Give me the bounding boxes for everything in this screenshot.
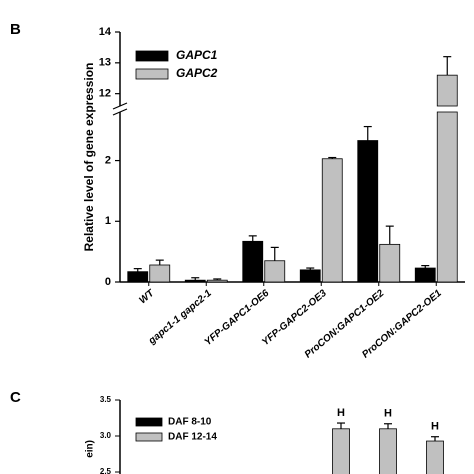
y-axis-label: Relative level of gene expression xyxy=(82,63,96,252)
bar-label: H xyxy=(384,408,392,420)
bar-base xyxy=(436,111,458,283)
bar xyxy=(379,243,401,283)
legend-swatch xyxy=(135,432,163,442)
bar xyxy=(149,264,171,283)
y-tick-label: 3.0 xyxy=(100,431,112,440)
legend-swatch xyxy=(135,68,169,80)
axis-break-gap xyxy=(114,106,126,112)
bar xyxy=(332,428,350,474)
y-tick-label: 0 xyxy=(105,276,111,288)
y-tick-label: 13 xyxy=(99,57,111,69)
y-tick-label: 14 xyxy=(99,26,112,38)
legend-swatch xyxy=(135,50,169,62)
bar xyxy=(206,279,228,283)
legend-label: DAF 8-10 xyxy=(168,417,212,428)
x-tick-label: WT xyxy=(137,287,157,306)
bar xyxy=(436,74,458,107)
legend-label: DAF 12-14 xyxy=(168,432,217,443)
axis-break-mark xyxy=(112,102,128,110)
bar xyxy=(184,279,206,283)
legend-label: GAPC2 xyxy=(176,66,218,80)
y-axis-label: ein) xyxy=(85,440,96,458)
bar xyxy=(414,267,436,283)
bar-label: H xyxy=(337,407,345,419)
bar-label: H xyxy=(431,421,439,433)
bar xyxy=(299,269,321,283)
legend-swatch xyxy=(135,417,163,427)
bar xyxy=(242,240,264,283)
y-tick-label: 2 xyxy=(105,154,111,166)
bar xyxy=(357,140,379,283)
bar xyxy=(379,428,397,474)
legend-label: GAPC1 xyxy=(176,48,218,62)
bar xyxy=(127,271,149,283)
panel-label: B xyxy=(10,21,21,38)
y-tick-label: 2.5 xyxy=(100,467,112,474)
bar xyxy=(426,440,444,474)
y-tick-label: 3.5 xyxy=(100,395,112,404)
y-tick-label: 12 xyxy=(99,88,111,100)
bar xyxy=(264,260,286,283)
panel-label: C xyxy=(10,389,21,406)
bar xyxy=(321,158,343,283)
y-tick-label: 1 xyxy=(105,215,111,227)
axis-break-mark xyxy=(112,108,128,116)
